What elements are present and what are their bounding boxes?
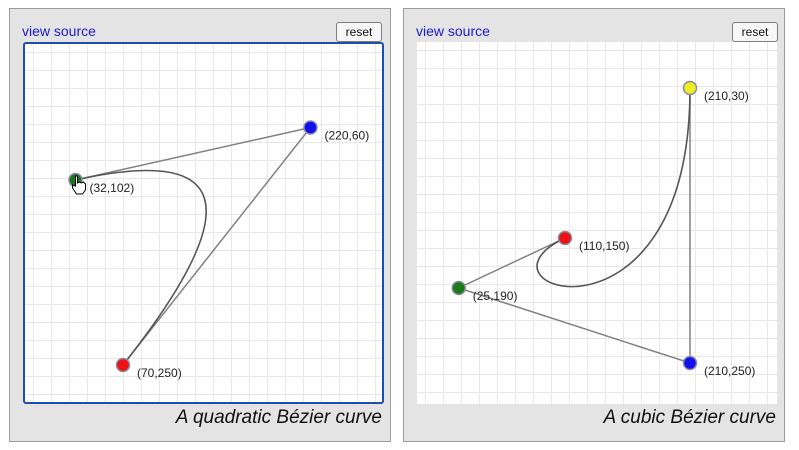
cubic-demo-panel: view source reset (110,150) (25,190) (210,…	[403, 8, 785, 442]
point-coordinate-label: (70,250)	[137, 366, 182, 380]
control-point-end-handle[interactable]	[115, 357, 131, 373]
quadratic-bezier-drawing[interactable]: (32,102) (220,60) (70,250)	[25, 44, 382, 402]
control-point-end-handle[interactable]	[682, 80, 698, 96]
hand-cursor-icon	[72, 175, 86, 195]
grid-lines	[25, 44, 382, 402]
reset-button[interactable]: reset	[732, 22, 778, 42]
point-coordinate-label: (110,150)	[579, 239, 629, 253]
control-point-control1-handle[interactable]	[451, 280, 466, 296]
cubic-bezier-drawing[interactable]: (110,150) (25,190) (210,250) (210,30)	[417, 42, 777, 404]
control-hull	[75, 126, 313, 366]
cubic-canvas[interactable]: (110,150) (25,190) (210,250) (210,30)	[417, 42, 777, 404]
bezier-curve	[536, 87, 691, 288]
quadratic-demo-panel: view source reset (32,102) (220,60) (70,25…	[9, 8, 391, 442]
quadratic-canvas[interactable]: (32,102) (220,60) (70,250)	[23, 42, 384, 404]
figure-caption: A quadratic Bézier curve	[175, 407, 382, 428]
control-hull	[456, 88, 691, 365]
point-coordinate-label: (220,60)	[325, 129, 370, 143]
point-coordinate-label: (210,30)	[704, 89, 749, 103]
control-point-start-handle[interactable]	[557, 230, 573, 246]
bezier-curve	[75, 169, 207, 366]
control-point-control-handle[interactable]	[303, 120, 318, 135]
view-source-link[interactable]: view source	[22, 23, 96, 39]
control-point-control2-handle[interactable]	[682, 355, 698, 371]
hand-cursor-shape	[72, 175, 86, 195]
point-coordinate-label: (210,250)	[704, 364, 755, 378]
grid-lines	[417, 42, 777, 404]
point-coordinate-label: (32,102)	[90, 181, 135, 195]
figure-caption: A cubic Bézier curve	[603, 407, 776, 428]
point-coordinate-label: (25,190)	[473, 289, 518, 303]
reset-button[interactable]: reset	[336, 22, 382, 42]
view-source-link[interactable]: view source	[416, 23, 490, 39]
